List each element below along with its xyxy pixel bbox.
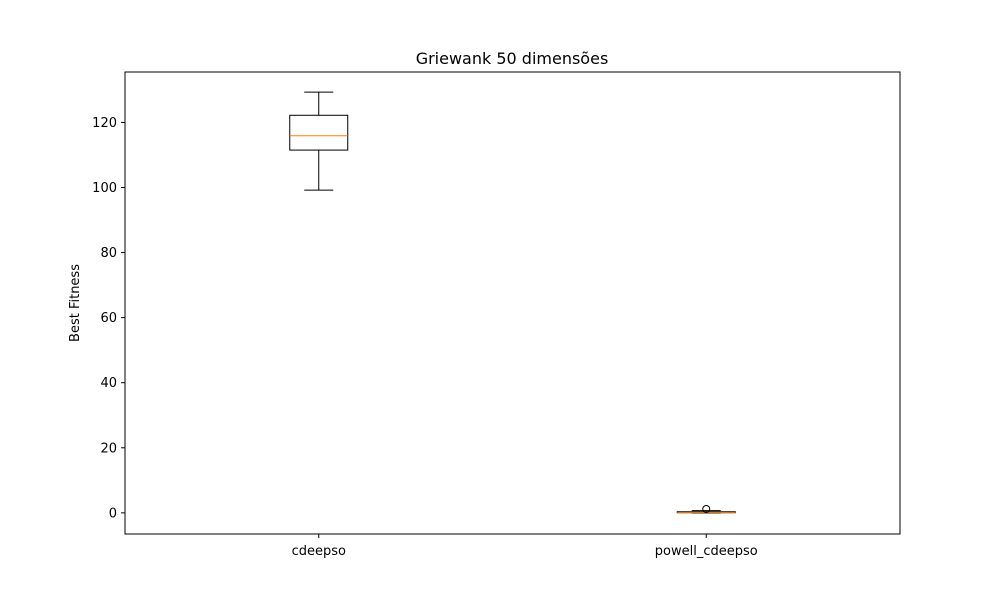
plot-frame — [124, 71, 901, 535]
y-tick-label: 60 — [100, 311, 117, 326]
chart-title: Griewank 50 dimensões — [416, 49, 609, 68]
box-cdeepso — [289, 91, 349, 191]
y-axis-label: Best Fitness — [68, 264, 83, 342]
box-powell_cdeepso — [676, 504, 736, 514]
y-tick-label: 40 — [100, 376, 117, 391]
y-tick-label: 0 — [109, 506, 117, 521]
plot-area: 0 20 40 60 80 100 120 — [92, 91, 736, 521]
y-tick-label: 100 — [92, 181, 117, 196]
x-tick-label: cdeepso — [292, 544, 346, 559]
y-tick-label: 80 — [100, 246, 117, 261]
iqr-box — [289, 114, 349, 151]
outlier-point — [702, 504, 711, 513]
y-tick-label: 120 — [92, 116, 117, 131]
y-tick-label: 20 — [100, 441, 117, 456]
x-tick-label: powell_cdeepso — [655, 544, 758, 559]
